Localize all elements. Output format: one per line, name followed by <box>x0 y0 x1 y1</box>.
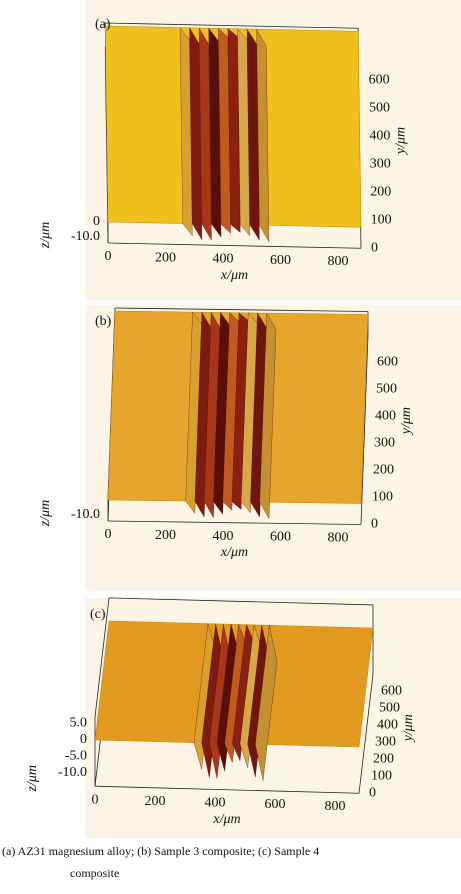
y-tick-label: 200 <box>373 463 394 478</box>
box-edge <box>360 335 369 525</box>
box-edge <box>94 785 360 794</box>
z-tick-label: -10.0 <box>58 765 87 780</box>
y-tick-label: 200 <box>373 751 394 766</box>
x-tick-label: 200 <box>155 528 176 543</box>
x-tick-label: 800 <box>328 530 349 545</box>
x-tick-label: 0 <box>105 249 112 264</box>
z-tick-label: -10.0 <box>71 507 100 522</box>
x-axis-label: x/μm <box>212 812 240 827</box>
groove <box>256 28 270 243</box>
y-axis-label: y/μm <box>399 407 414 436</box>
panel-label: (b) <box>95 314 112 329</box>
z-axis-label: z/μm <box>38 222 53 249</box>
box-edge <box>358 674 374 794</box>
y-tick-label: 300 <box>374 436 395 451</box>
z-tick-label: 0 <box>80 732 87 747</box>
z-axis-label: z/μm <box>25 765 40 792</box>
y-tick-label: 400 <box>377 717 398 732</box>
y-tick-label: 0 <box>371 240 378 255</box>
x-tick-label: 0 <box>92 792 99 807</box>
x-axis-label: x/μm <box>220 545 248 560</box>
x-tick-label: 600 <box>270 530 291 545</box>
box-edge <box>107 520 362 525</box>
x-tick-label: 800 <box>325 799 346 814</box>
y-tick-label: 400 <box>375 409 396 424</box>
z-tick-label: 5.0 <box>70 716 88 731</box>
panel-label: (a) <box>95 17 111 32</box>
x-tick-label: 200 <box>145 794 166 809</box>
z-tick-label: -10.0 <box>71 229 100 244</box>
caption: composite <box>70 866 119 880</box>
z-axis-label: z/μm <box>38 500 53 527</box>
y-tick-label: 600 <box>381 683 402 698</box>
z-tick-label: -5.0 <box>65 749 87 764</box>
x-tick-label: 400 <box>213 252 234 267</box>
x-tick-label: 400 <box>213 529 234 544</box>
y-tick-label: 500 <box>369 100 390 115</box>
z-tick-label: 0 <box>93 214 100 229</box>
groove <box>208 27 222 238</box>
y-tick-label: 500 <box>376 382 397 397</box>
groove <box>259 312 277 520</box>
x-tick-label: 600 <box>270 253 291 268</box>
box-edge <box>107 242 362 249</box>
groove <box>255 625 278 781</box>
groove <box>237 28 250 237</box>
x-tick-label: 600 <box>265 797 286 812</box>
y-tick-label: 600 <box>377 355 398 370</box>
y-axis-label: y/μm <box>394 127 409 156</box>
groove <box>179 27 193 237</box>
x-tick-label: 800 <box>328 254 349 269</box>
groove <box>246 28 260 241</box>
y-tick-label: 100 <box>372 490 393 505</box>
y-axis-label: y/μm <box>401 714 416 743</box>
y-tick-label: 100 <box>371 212 392 227</box>
x-tick-label: 0 <box>105 527 112 542</box>
x-tick-label: 400 <box>205 796 226 811</box>
y-tick-label: 100 <box>371 768 392 783</box>
y-tick-label: 300 <box>375 734 396 749</box>
panel-label: (c) <box>90 607 106 622</box>
y-tick-label: 500 <box>379 700 400 715</box>
box-edge <box>108 597 374 606</box>
y-tick-label: 300 <box>370 156 391 171</box>
box-edge <box>105 22 359 29</box>
y-tick-label: 200 <box>370 184 391 199</box>
groove <box>189 27 203 241</box>
y-tick-label: 0 <box>369 785 376 800</box>
y-tick-label: 400 <box>369 128 390 143</box>
y-tick-label: 0 <box>371 517 378 532</box>
box-edge <box>104 46 109 244</box>
groove <box>198 27 212 241</box>
x-axis-label: x/μm <box>220 268 248 283</box>
box-edge <box>94 597 110 717</box>
x-tick-label: 200 <box>155 250 176 265</box>
caption: (a) AZ31 magnesium alloy; (b) Sample 3 c… <box>2 844 319 858</box>
box-edge <box>114 307 369 312</box>
y-tick-label: 600 <box>369 72 390 87</box>
